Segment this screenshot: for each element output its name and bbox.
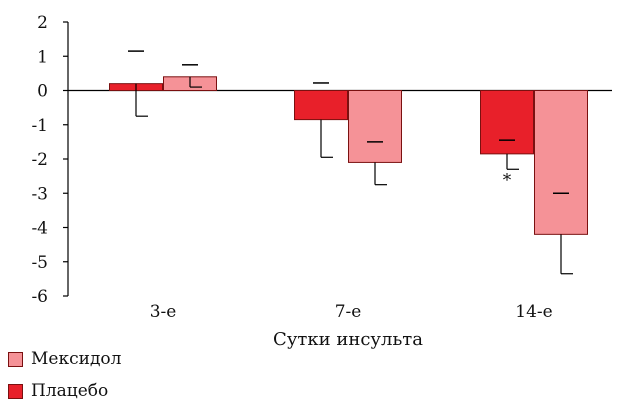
legend-label-placebo: Плацебо xyxy=(31,381,109,401)
x-axis-label: Сутки инсульта xyxy=(273,329,423,350)
y-tick-label: -5 xyxy=(31,253,48,273)
y-tick-label: 2 xyxy=(37,13,48,33)
bar xyxy=(534,90,588,235)
bar xyxy=(348,90,402,163)
y-tick-label: 1 xyxy=(37,47,48,67)
x-category-label: 3-е xyxy=(150,302,177,322)
y-tick-label: -1 xyxy=(31,116,48,136)
legend-item-placebo: Плацебо xyxy=(8,381,108,401)
y-tick-label: -4 xyxy=(31,219,48,239)
y-tick-label: 0 xyxy=(37,82,48,102)
legend-item-mexidol: Мексидол xyxy=(8,349,121,369)
legend-swatch-mexidol xyxy=(8,351,23,367)
legend-swatch-placebo xyxy=(8,383,23,399)
legend-label-mexidol: Мексидол xyxy=(31,349,122,369)
x-category-label: 14-е xyxy=(515,302,552,322)
significance-asterisk: * xyxy=(503,170,512,190)
y-tick-label: -2 xyxy=(31,150,48,170)
y-tick-label: -6 xyxy=(31,287,48,307)
bar xyxy=(480,90,534,155)
bar xyxy=(294,90,348,121)
x-category-label: 7-е xyxy=(335,302,362,322)
y-tick-label: -3 xyxy=(31,184,48,204)
